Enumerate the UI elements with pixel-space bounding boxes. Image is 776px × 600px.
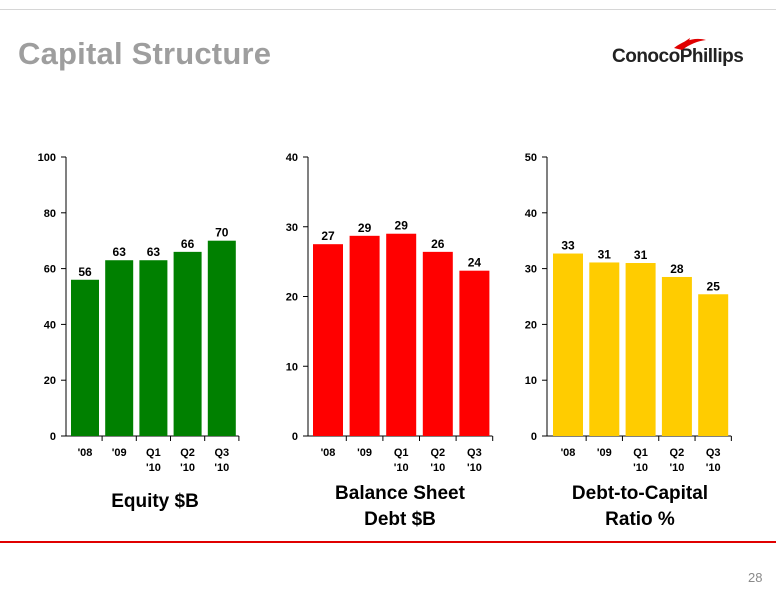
data-label: 27 <box>321 229 335 243</box>
chart-balance-sheet-debt: 0 10 20 30 40 27 '08 29 '09 29 Q1 '10 26 Q2 '10 24 Q3 '10 <box>286 152 494 474</box>
x-tick-label: Q3 <box>706 447 721 459</box>
top-divider <box>0 9 776 10</box>
bar <box>173 251 202 436</box>
x-tick-label: '08 <box>78 447 93 459</box>
caption-line: Ratio % <box>605 509 675 530</box>
data-label: 31 <box>598 247 612 261</box>
x-tick-label: Q1 <box>146 447 161 459</box>
bar <box>459 270 490 436</box>
page-number: 28 <box>748 570 763 585</box>
y-tick-label: 50 <box>525 152 537 164</box>
bar <box>207 240 236 436</box>
x-tick-label: '08 <box>561 447 576 459</box>
data-label: 56 <box>78 265 92 279</box>
x-tick-label: '10 <box>430 462 445 474</box>
bar <box>71 279 99 436</box>
y-tick-label: 0 <box>531 431 537 443</box>
data-label: 24 <box>468 256 482 270</box>
x-tick-label: Q2 <box>430 447 445 459</box>
y-tick-label: 100 <box>38 152 56 164</box>
y-tick-label: 40 <box>286 152 298 164</box>
data-label: 63 <box>113 245 127 259</box>
x-tick-label: '09 <box>597 447 612 459</box>
x-tick-label: Q3 <box>214 447 229 459</box>
bar <box>589 262 620 436</box>
caption-line: Balance Sheet <box>335 483 465 504</box>
chart-caption-equity: Equity $B <box>60 489 250 515</box>
data-label: 31 <box>634 248 648 262</box>
x-tick-label: '10 <box>633 462 648 474</box>
x-tick-label: '10 <box>146 462 161 474</box>
data-label: 29 <box>358 221 372 235</box>
x-tick-label: '10 <box>467 462 482 474</box>
x-tick-label: Q3 <box>467 447 482 459</box>
x-tick-label: '10 <box>669 462 684 474</box>
bar <box>349 235 380 436</box>
data-label: 33 <box>561 239 575 253</box>
x-tick-label: '10 <box>394 462 409 474</box>
chart-caption-ratio: Debt-to-Capital Ratio % <box>540 481 740 533</box>
chart-equity: 0 20 40 60 80 100 56 '08 63 '09 63 Q1 '10 66 Q2 '10 70 Q3… <box>38 152 240 474</box>
y-tick-label: 80 <box>44 208 56 220</box>
bar <box>661 276 692 436</box>
chart-debt-to-capital: 0 10 20 30 40 50 33 '08 31 '09 31 Q1 '10 28 Q2 '10 25 Q3 '… <box>525 152 732 474</box>
data-label: 26 <box>431 237 445 251</box>
x-tick-label: '09 <box>112 447 127 459</box>
x-tick-label: '10 <box>706 462 721 474</box>
x-tick-label: Q1 <box>633 447 648 459</box>
y-tick-label: 40 <box>44 319 56 331</box>
x-tick-label: '09 <box>357 447 372 459</box>
data-label: 66 <box>181 237 195 251</box>
bar <box>422 251 453 436</box>
y-tick-label: 30 <box>286 222 298 234</box>
x-tick-label: Q2 <box>670 447 685 459</box>
data-label: 63 <box>147 245 161 259</box>
bar <box>139 260 168 436</box>
y-tick-label: 60 <box>44 264 56 276</box>
y-tick-label: 0 <box>292 431 298 443</box>
bottom-divider <box>0 541 776 543</box>
caption-line: Debt-to-Capital <box>571 483 709 504</box>
logo-swoosh-icon <box>674 38 706 50</box>
y-tick-label: 10 <box>286 361 298 373</box>
x-tick-label: Q2 <box>180 447 195 459</box>
bar <box>625 263 656 436</box>
chart-caption-debt: Balance Sheet Debt $B <box>300 481 500 533</box>
x-tick-label: '08 <box>321 447 336 459</box>
x-tick-label: Q1 <box>394 447 409 459</box>
y-tick-label: 0 <box>50 431 56 443</box>
data-label: 29 <box>395 219 409 233</box>
data-label: 25 <box>707 279 721 293</box>
y-tick-label: 40 <box>525 208 537 220</box>
logo-text: ConocoPhillips <box>612 46 744 67</box>
bar <box>313 244 343 436</box>
slide-title: Capital Structure <box>18 36 272 71</box>
y-tick-label: 20 <box>525 319 537 331</box>
y-tick-label: 10 <box>525 375 537 387</box>
x-tick-label: '10 <box>180 462 195 474</box>
bar <box>105 260 134 436</box>
y-tick-label: 20 <box>44 375 56 387</box>
caption-line: Equity $B <box>111 491 199 512</box>
bar <box>698 294 729 436</box>
y-tick-label: 30 <box>525 264 537 276</box>
x-tick-label: '10 <box>214 462 229 474</box>
y-tick-label: 20 <box>286 292 298 304</box>
company-logo: ConocoPhillips <box>608 38 758 74</box>
bar <box>386 233 417 436</box>
bar <box>553 253 583 436</box>
data-label: 28 <box>670 262 684 276</box>
data-label: 70 <box>215 226 229 240</box>
caption-line: Debt $B <box>364 509 436 530</box>
